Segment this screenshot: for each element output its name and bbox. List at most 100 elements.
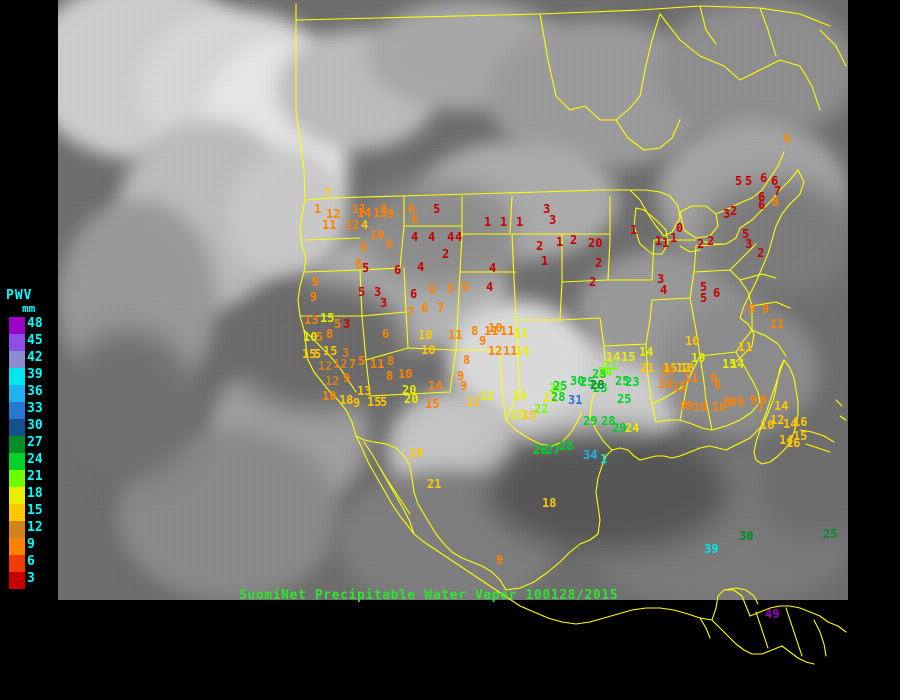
- station-value: 10: [418, 328, 433, 342]
- station-value: 10: [303, 330, 318, 344]
- station-value: 28: [601, 414, 616, 428]
- station-value: 2: [697, 237, 705, 251]
- station-value: 8: [387, 354, 395, 368]
- station-value: 3: [343, 317, 351, 331]
- station-value: 12: [325, 374, 340, 388]
- colorbar-swatch-33: [9, 402, 25, 419]
- station-value: 12: [770, 413, 785, 427]
- station-value: 18: [339, 393, 354, 407]
- station-value: 9: [724, 395, 732, 409]
- station-value: 12: [466, 395, 481, 409]
- station-value: 5: [380, 395, 388, 409]
- colorbar-tick-33: 33: [27, 401, 43, 416]
- station-value: 9: [710, 371, 718, 385]
- station-value: 28: [590, 378, 605, 392]
- station-value: 2: [757, 246, 765, 260]
- station-value: 9: [748, 302, 756, 316]
- station-value: 9: [479, 334, 487, 348]
- colorbar-tick-18: 18: [27, 486, 43, 501]
- station-value: 12: [488, 344, 503, 358]
- station-value: 11: [484, 324, 499, 338]
- station-value: 9: [312, 275, 320, 289]
- colorbar-tick-12: 12: [27, 520, 43, 535]
- station-value: 14: [783, 417, 798, 431]
- station-value: 24: [598, 365, 613, 379]
- station-value: 6: [410, 287, 418, 301]
- station-value: 4: [486, 280, 494, 294]
- station-value: 3: [657, 272, 665, 286]
- station-value: 6: [758, 198, 766, 212]
- station-value: 9: [680, 399, 688, 413]
- station-value: 13: [304, 313, 319, 327]
- station-value: 5: [735, 174, 743, 188]
- colorbar-swatch-24: [9, 453, 25, 470]
- colorbar-swatch-27: [9, 436, 25, 453]
- station-value: 9: [750, 393, 758, 407]
- station-value: 9: [686, 399, 694, 413]
- station-value: 12: [326, 207, 341, 221]
- station-value: 10: [760, 418, 775, 432]
- colorbar-swatches: [9, 317, 25, 623]
- station-value: 28: [551, 390, 566, 404]
- station-value: 6: [760, 171, 768, 185]
- colorbar-tick-39: 39: [27, 367, 43, 382]
- station-value: 9: [460, 379, 468, 393]
- station-value: 12: [676, 361, 691, 375]
- station-value: 9: [760, 393, 768, 407]
- station-value: 25: [549, 381, 564, 395]
- station-value: 28: [592, 367, 607, 381]
- colorbar-swatch-39: [9, 368, 25, 385]
- colorbar-swatch-3: [9, 572, 25, 589]
- station-value: 6: [394, 263, 402, 277]
- colorbar-tick-48: 48: [27, 316, 43, 331]
- cloud-field: [58, 0, 848, 600]
- station-value: 5: [700, 291, 708, 305]
- station-value: 18: [658, 377, 673, 391]
- station-value: 1: [670, 231, 678, 245]
- station-value: 9: [496, 553, 504, 567]
- station-value: 6: [462, 280, 470, 294]
- station-value: 10: [685, 334, 700, 348]
- station-value: 9: [353, 396, 361, 410]
- colorbar-swatch-15: [9, 504, 25, 521]
- station-value: 16: [786, 436, 801, 450]
- station-value: 5: [362, 261, 370, 275]
- station-value: 4: [361, 218, 369, 232]
- station-value: 7: [437, 301, 445, 315]
- station-value: 2: [730, 204, 738, 218]
- station-value: 10: [488, 321, 503, 335]
- colorbar-tick-6: 6: [27, 554, 35, 569]
- station-value: 5: [358, 285, 366, 299]
- station-value: 30: [570, 374, 585, 388]
- station-value: 4: [447, 230, 455, 244]
- colorbar-tick-45: 45: [27, 333, 43, 348]
- station-value: 8: [714, 378, 722, 392]
- station-value: 3: [723, 207, 731, 221]
- station-value: 7: [757, 401, 765, 415]
- station-value: 5: [745, 174, 753, 188]
- station-value: 14: [639, 345, 654, 359]
- colorbar-tick-21: 21: [27, 469, 43, 484]
- station-value: 11: [770, 317, 785, 331]
- station-value: 1: [541, 254, 549, 268]
- station-value: 5: [316, 330, 324, 344]
- product-title: SuomiNet Precipitable Water Vapor 100128…: [239, 588, 619, 603]
- station-value: 15: [510, 408, 525, 422]
- station-value: 15: [672, 380, 687, 394]
- station-value: 9: [343, 371, 351, 385]
- station-value: 14: [779, 433, 794, 447]
- station-value: 6: [713, 286, 721, 300]
- station-value: 3: [543, 202, 551, 216]
- station-value: 5: [700, 280, 708, 294]
- station-value: 25: [823, 527, 838, 541]
- station-value: 9: [737, 395, 745, 409]
- station-value: 14: [774, 399, 789, 413]
- station-value: 1: [516, 215, 524, 229]
- station-value: 7: [407, 305, 415, 319]
- station-value: 6: [382, 327, 390, 341]
- station-value: 7: [349, 357, 357, 371]
- station-value: 9: [457, 369, 465, 383]
- station-value: 11: [448, 328, 463, 342]
